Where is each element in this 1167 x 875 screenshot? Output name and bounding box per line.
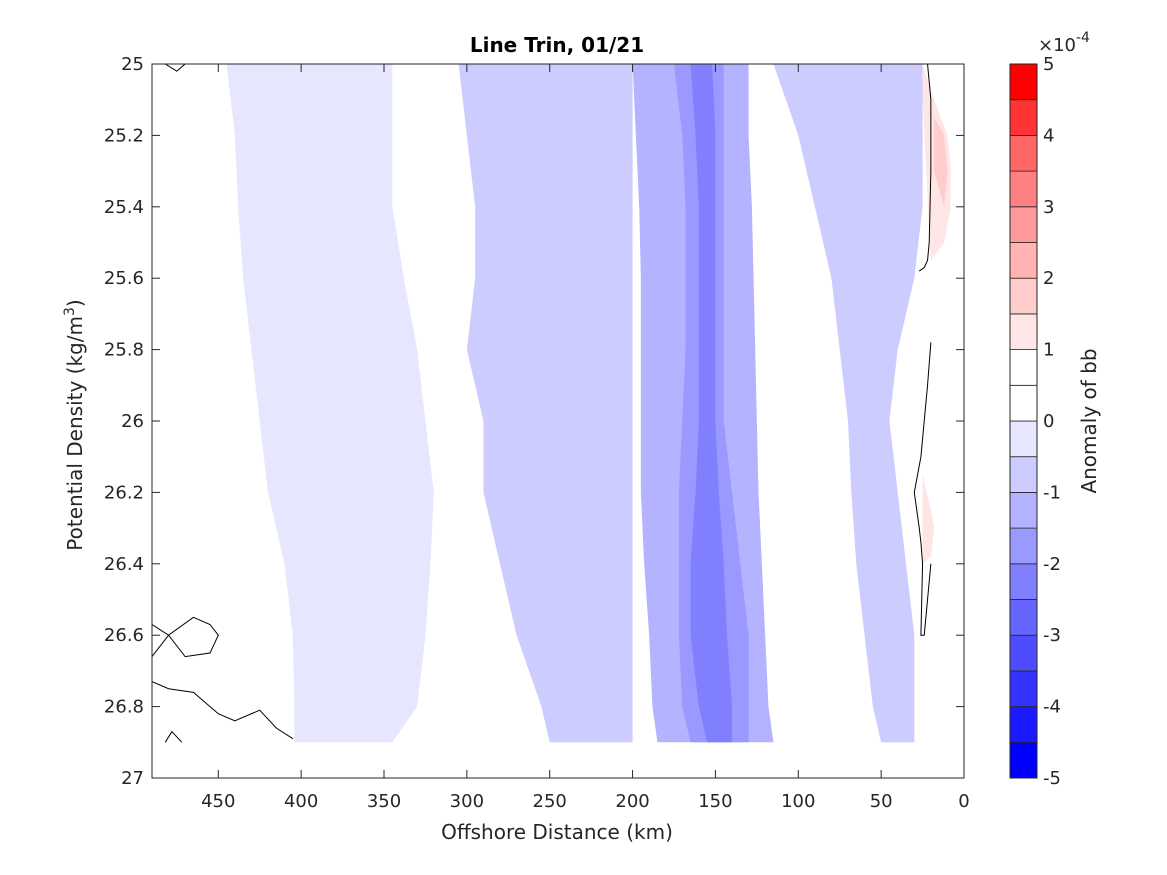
y-axis-title: Potential Density (kg/m3) [62, 299, 87, 550]
y-tick-label: 26.6 [104, 625, 144, 646]
y-tick-label: 26.2 [104, 482, 144, 503]
colorbar-segment [1009, 420, 1038, 458]
y-axis-title-main: Potential Density (kg/m [63, 316, 87, 551]
zero-contour-line [164, 64, 186, 72]
y-tick-label: 25.4 [104, 197, 144, 218]
y-axis-title-close: ) [63, 299, 87, 307]
colorbar-tick-label: 5 [1043, 54, 1054, 75]
y-tick-label: 26.4 [104, 554, 144, 575]
colorbar-segment [1009, 242, 1038, 279]
x-tick-label: 450 [201, 791, 235, 812]
colorbar-segment [1009, 99, 1038, 136]
x-tick-label: 150 [698, 791, 732, 812]
x-tick-label: 100 [781, 791, 815, 812]
zero-contour-line [152, 616, 219, 658]
zero-contour-line [918, 64, 932, 272]
colorbar-ticks: -5 -4 -3 -2 -1 0 1 2 3 4 5 [1043, 54, 1061, 789]
colorbar-exponent-power: -4 [1076, 30, 1090, 46]
x-tick-label: 250 [533, 791, 567, 812]
colorbar-tick-label: -5 [1043, 768, 1061, 789]
colorbar-segment [1009, 634, 1038, 672]
colorbar-segment [1009, 313, 1038, 350]
positive-anomaly-patch [934, 117, 948, 207]
colorbar-segment [1009, 599, 1038, 636]
colorbar-segment [1009, 277, 1038, 315]
colorbar-tick-label: -1 [1043, 482, 1061, 503]
colorbar-segment [1009, 491, 1038, 529]
contour-fill-layer [226, 64, 951, 743]
colorbar-tick-label: 0 [1043, 411, 1054, 432]
colorbar-segment [1009, 527, 1038, 565]
y-tick-label: 25.6 [104, 268, 144, 289]
x-tick-label: 350 [367, 791, 401, 812]
contour-band [226, 64, 434, 743]
x-tick-label: 300 [450, 791, 484, 812]
colorbar-label: Anomaly of bb [1077, 348, 1101, 493]
x-axis: 450 400 350 300 250 200 150 100 50 0 [201, 64, 970, 812]
colorbar-segment [1009, 206, 1038, 243]
colorbar-tick-label: -4 [1043, 697, 1061, 718]
zero-contour-line [913, 342, 932, 636]
colorbar-segment [1009, 706, 1038, 743]
contour-band [690, 64, 732, 743]
x-axis-title: Offshore Distance (km) [441, 820, 673, 844]
y-tick-label: 25.2 [104, 125, 144, 146]
colorbar-frame [1009, 63, 1038, 779]
y-tick-label: 27 [121, 768, 144, 789]
y-axis: 25 25.2 25.4 25.6 25.8 26 26.2 26.4 26.6 26.8 27 [104, 54, 964, 789]
zero-contour-line [152, 681, 294, 740]
colorbar-segment [1009, 384, 1038, 422]
x-tick-label: 0 [958, 791, 969, 812]
colorbar-segment [1009, 134, 1038, 172]
colorbar [1009, 63, 1038, 779]
chart-title: Line Trin, 01/21 [470, 33, 644, 57]
colorbar-segment [1009, 741, 1038, 779]
x-tick-label: 200 [615, 791, 649, 812]
colorbar-tick-label: -2 [1043, 554, 1061, 575]
x-tick-label: 50 [870, 791, 893, 812]
contour-band [773, 64, 923, 743]
colorbar-segment [1009, 349, 1038, 386]
x-tick-label: 400 [284, 791, 318, 812]
colorbar-exponent-base: ×10 [1038, 35, 1076, 56]
colorbar-tick-label: 3 [1043, 197, 1054, 218]
colorbar-tick-label: 2 [1043, 268, 1054, 289]
colorbar-tick-label: -3 [1043, 625, 1061, 646]
y-axis-title-superscript: 3 [62, 307, 78, 316]
colorbar-exponent: ×10-4 [1038, 30, 1090, 56]
y-tick-label: 26.8 [104, 697, 144, 718]
colorbar-tick-label: 1 [1043, 340, 1054, 361]
colorbar-segment [1009, 456, 1038, 493]
colorbar-tick-label: 4 [1043, 125, 1054, 146]
colorbar-segment [1009, 170, 1038, 208]
zero-contour-line [164, 730, 183, 743]
y-tick-label: 25 [121, 54, 144, 75]
colorbar-segment [1009, 63, 1038, 101]
y-tick-label: 25.8 [104, 340, 144, 361]
positive-anomaly-patch [922, 474, 935, 564]
y-tick-label: 26 [121, 411, 144, 432]
contour-band [458, 64, 633, 743]
contour-line-layer [152, 64, 932, 743]
colorbar-segment [1009, 563, 1038, 600]
colorbar-segment [1009, 670, 1038, 708]
